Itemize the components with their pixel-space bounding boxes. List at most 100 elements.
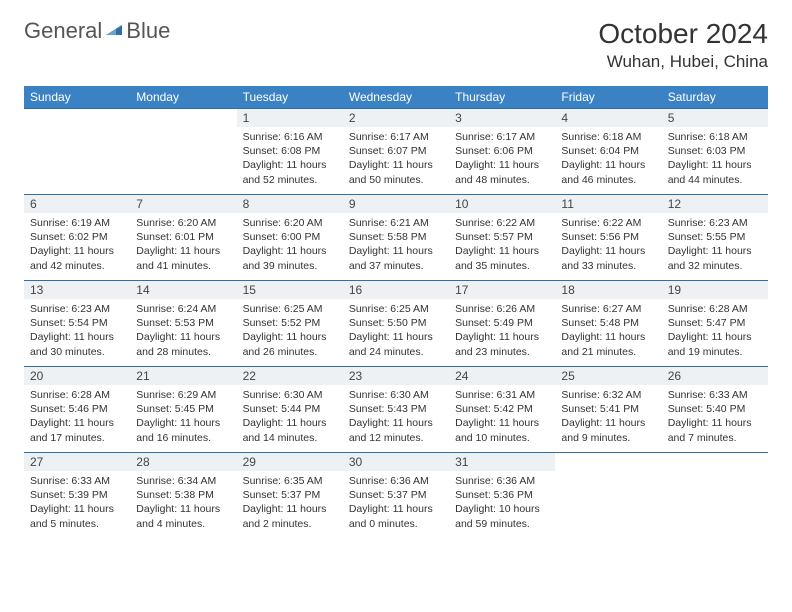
calendar-cell: 1Sunrise: 6:16 AMSunset: 6:08 PMDaylight… — [237, 109, 343, 195]
calendar-week-row: 1Sunrise: 6:16 AMSunset: 6:08 PMDaylight… — [24, 109, 768, 195]
calendar-cell: 22Sunrise: 6:30 AMSunset: 5:44 PMDayligh… — [237, 367, 343, 453]
day-number: 23 — [343, 367, 449, 385]
calendar-week-row: 13Sunrise: 6:23 AMSunset: 5:54 PMDayligh… — [24, 281, 768, 367]
calendar-cell — [555, 453, 661, 539]
day-details: Sunrise: 6:22 AMSunset: 5:56 PMDaylight:… — [555, 213, 661, 277]
weekday-header: Saturday — [662, 86, 768, 109]
day-number: 24 — [449, 367, 555, 385]
calendar-cell: 26Sunrise: 6:33 AMSunset: 5:40 PMDayligh… — [662, 367, 768, 453]
day-details: Sunrise: 6:33 AMSunset: 5:39 PMDaylight:… — [24, 471, 130, 535]
weekday-header: Thursday — [449, 86, 555, 109]
calendar-cell: 18Sunrise: 6:27 AMSunset: 5:48 PMDayligh… — [555, 281, 661, 367]
day-details: Sunrise: 6:34 AMSunset: 5:38 PMDaylight:… — [130, 471, 236, 535]
day-details: Sunrise: 6:28 AMSunset: 5:46 PMDaylight:… — [24, 385, 130, 449]
calendar-cell: 27Sunrise: 6:33 AMSunset: 5:39 PMDayligh… — [24, 453, 130, 539]
day-details: Sunrise: 6:22 AMSunset: 5:57 PMDaylight:… — [449, 213, 555, 277]
calendar-cell: 15Sunrise: 6:25 AMSunset: 5:52 PMDayligh… — [237, 281, 343, 367]
day-number: 5 — [662, 109, 768, 127]
day-number: 11 — [555, 195, 661, 213]
day-details: Sunrise: 6:16 AMSunset: 6:08 PMDaylight:… — [237, 127, 343, 191]
brand-logo: General Blue — [24, 18, 170, 44]
weekday-header: Wednesday — [343, 86, 449, 109]
calendar-cell: 16Sunrise: 6:25 AMSunset: 5:50 PMDayligh… — [343, 281, 449, 367]
brand-mark-icon — [104, 21, 124, 41]
day-number: 3 — [449, 109, 555, 127]
calendar-cell: 9Sunrise: 6:21 AMSunset: 5:58 PMDaylight… — [343, 195, 449, 281]
calendar-cell: 19Sunrise: 6:28 AMSunset: 5:47 PMDayligh… — [662, 281, 768, 367]
calendar-cell: 2Sunrise: 6:17 AMSunset: 6:07 PMDaylight… — [343, 109, 449, 195]
day-details: Sunrise: 6:17 AMSunset: 6:06 PMDaylight:… — [449, 127, 555, 191]
day-number: 8 — [237, 195, 343, 213]
day-details: Sunrise: 6:29 AMSunset: 5:45 PMDaylight:… — [130, 385, 236, 449]
day-details: Sunrise: 6:33 AMSunset: 5:40 PMDaylight:… — [662, 385, 768, 449]
day-details: Sunrise: 6:32 AMSunset: 5:41 PMDaylight:… — [555, 385, 661, 449]
day-details: Sunrise: 6:25 AMSunset: 5:52 PMDaylight:… — [237, 299, 343, 363]
day-number: 6 — [24, 195, 130, 213]
calendar-cell — [662, 453, 768, 539]
calendar-week-row: 27Sunrise: 6:33 AMSunset: 5:39 PMDayligh… — [24, 453, 768, 539]
calendar-cell: 7Sunrise: 6:20 AMSunset: 6:01 PMDaylight… — [130, 195, 236, 281]
day-number: 27 — [24, 453, 130, 471]
calendar-week-row: 6Sunrise: 6:19 AMSunset: 6:02 PMDaylight… — [24, 195, 768, 281]
calendar-cell: 28Sunrise: 6:34 AMSunset: 5:38 PMDayligh… — [130, 453, 236, 539]
day-number: 26 — [662, 367, 768, 385]
day-number: 10 — [449, 195, 555, 213]
weekday-header: Sunday — [24, 86, 130, 109]
day-number: 17 — [449, 281, 555, 299]
weekday-header-row: SundayMondayTuesdayWednesdayThursdayFrid… — [24, 86, 768, 109]
day-number: 4 — [555, 109, 661, 127]
calendar-cell: 11Sunrise: 6:22 AMSunset: 5:56 PMDayligh… — [555, 195, 661, 281]
brand-word1: General — [24, 18, 102, 44]
day-number: 20 — [24, 367, 130, 385]
calendar-cell: 21Sunrise: 6:29 AMSunset: 5:45 PMDayligh… — [130, 367, 236, 453]
day-number: 28 — [130, 453, 236, 471]
title-block: October 2024 Wuhan, Hubei, China — [598, 18, 768, 72]
calendar-cell: 12Sunrise: 6:23 AMSunset: 5:55 PMDayligh… — [662, 195, 768, 281]
calendar-body: 1Sunrise: 6:16 AMSunset: 6:08 PMDaylight… — [24, 109, 768, 539]
header: General Blue October 2024 Wuhan, Hubei, … — [24, 18, 768, 72]
day-details: Sunrise: 6:24 AMSunset: 5:53 PMDaylight:… — [130, 299, 236, 363]
weekday-header: Monday — [130, 86, 236, 109]
calendar-cell: 31Sunrise: 6:36 AMSunset: 5:36 PMDayligh… — [449, 453, 555, 539]
calendar-cell: 14Sunrise: 6:24 AMSunset: 5:53 PMDayligh… — [130, 281, 236, 367]
day-details: Sunrise: 6:35 AMSunset: 5:37 PMDaylight:… — [237, 471, 343, 535]
calendar-cell: 25Sunrise: 6:32 AMSunset: 5:41 PMDayligh… — [555, 367, 661, 453]
calendar-cell: 17Sunrise: 6:26 AMSunset: 5:49 PMDayligh… — [449, 281, 555, 367]
page-title: October 2024 — [598, 18, 768, 50]
day-details: Sunrise: 6:19 AMSunset: 6:02 PMDaylight:… — [24, 213, 130, 277]
calendar-cell: 6Sunrise: 6:19 AMSunset: 6:02 PMDaylight… — [24, 195, 130, 281]
day-details: Sunrise: 6:18 AMSunset: 6:04 PMDaylight:… — [555, 127, 661, 191]
brand-word2: Blue — [126, 18, 170, 44]
day-details: Sunrise: 6:17 AMSunset: 6:07 PMDaylight:… — [343, 127, 449, 191]
day-number: 31 — [449, 453, 555, 471]
day-number: 2 — [343, 109, 449, 127]
day-number: 7 — [130, 195, 236, 213]
day-details: Sunrise: 6:18 AMSunset: 6:03 PMDaylight:… — [662, 127, 768, 191]
day-number: 22 — [237, 367, 343, 385]
day-number: 1 — [237, 109, 343, 127]
day-details: Sunrise: 6:23 AMSunset: 5:54 PMDaylight:… — [24, 299, 130, 363]
calendar-week-row: 20Sunrise: 6:28 AMSunset: 5:46 PMDayligh… — [24, 367, 768, 453]
day-details: Sunrise: 6:25 AMSunset: 5:50 PMDaylight:… — [343, 299, 449, 363]
day-details: Sunrise: 6:28 AMSunset: 5:47 PMDaylight:… — [662, 299, 768, 363]
day-number: 18 — [555, 281, 661, 299]
day-details: Sunrise: 6:23 AMSunset: 5:55 PMDaylight:… — [662, 213, 768, 277]
calendar-table: SundayMondayTuesdayWednesdayThursdayFrid… — [24, 86, 768, 539]
day-details: Sunrise: 6:36 AMSunset: 5:37 PMDaylight:… — [343, 471, 449, 535]
calendar-cell: 30Sunrise: 6:36 AMSunset: 5:37 PMDayligh… — [343, 453, 449, 539]
day-number: 13 — [24, 281, 130, 299]
day-details: Sunrise: 6:30 AMSunset: 5:44 PMDaylight:… — [237, 385, 343, 449]
calendar-cell — [130, 109, 236, 195]
calendar-cell: 23Sunrise: 6:30 AMSunset: 5:43 PMDayligh… — [343, 367, 449, 453]
day-number: 15 — [237, 281, 343, 299]
day-number: 21 — [130, 367, 236, 385]
day-number: 14 — [130, 281, 236, 299]
day-details: Sunrise: 6:36 AMSunset: 5:36 PMDaylight:… — [449, 471, 555, 535]
calendar-cell: 13Sunrise: 6:23 AMSunset: 5:54 PMDayligh… — [24, 281, 130, 367]
day-number: 9 — [343, 195, 449, 213]
location-text: Wuhan, Hubei, China — [598, 52, 768, 72]
day-details: Sunrise: 6:20 AMSunset: 6:00 PMDaylight:… — [237, 213, 343, 277]
day-number: 12 — [662, 195, 768, 213]
calendar-cell: 3Sunrise: 6:17 AMSunset: 6:06 PMDaylight… — [449, 109, 555, 195]
weekday-header: Friday — [555, 86, 661, 109]
